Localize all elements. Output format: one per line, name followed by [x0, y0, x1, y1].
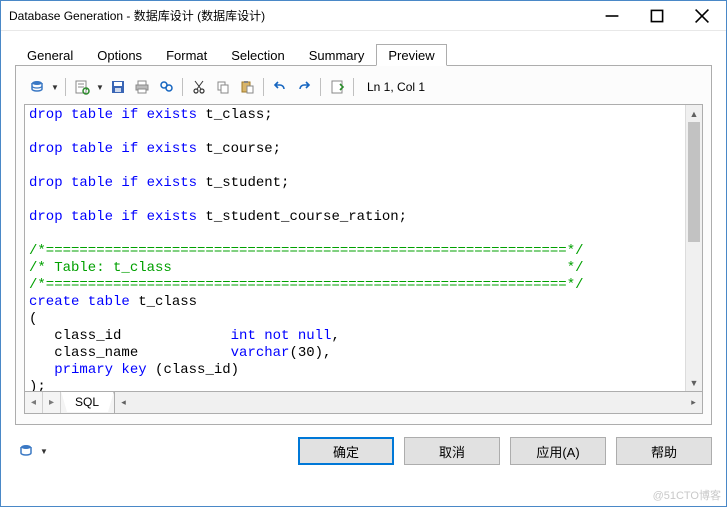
footer-db-dropdown[interactable]: ▼: [39, 447, 49, 456]
sheet-refresh-icon[interactable]: [71, 76, 93, 98]
help-button[interactable]: 帮助: [616, 437, 712, 465]
toolbar: ▼ ▼ Ln 1, Col 1: [24, 74, 703, 104]
bottom-tab-label: SQL: [75, 395, 99, 409]
find-icon[interactable]: [155, 76, 177, 98]
hscroll-right[interactable]: ▸: [685, 392, 702, 413]
editor-scroll: drop table if exists t_class; drop table…: [25, 105, 702, 391]
cursor-position: Ln 1, Col 1: [367, 80, 425, 94]
watermark: @51CTO博客: [653, 487, 721, 503]
redo-icon[interactable]: [293, 76, 315, 98]
scroll-down-button[interactable]: ▼: [686, 374, 702, 391]
toolbar-separator: [65, 78, 66, 96]
undo-icon[interactable]: [269, 76, 291, 98]
db-tools-dropdown[interactable]: ▼: [50, 83, 60, 92]
footer-tool: ▼: [15, 440, 49, 462]
toolbar-separator: [263, 78, 264, 96]
cancel-button[interactable]: 取消: [404, 437, 500, 465]
tab-options[interactable]: Options: [85, 44, 154, 66]
horizontal-scrollbar[interactable]: ◂ ▸: [114, 392, 702, 413]
compile-icon[interactable]: [326, 76, 348, 98]
maximize-button[interactable]: [634, 2, 679, 30]
toolbar-separator: [353, 78, 354, 96]
bottom-tabs: ◂ ▸ SQL ◂ ▸: [25, 391, 702, 413]
scroll-thumb[interactable]: [688, 122, 700, 242]
tabpanel-preview: ▼ ▼ Ln 1, Col 1 drop table if exists t_c…: [15, 66, 712, 425]
tab-summary[interactable]: Summary: [297, 44, 377, 66]
tab-selection[interactable]: Selection: [219, 44, 296, 66]
window-buttons: [589, 2, 724, 30]
copy-icon[interactable]: [212, 76, 234, 98]
hscroll-left[interactable]: ◂: [115, 392, 132, 413]
sheet-refresh-dropdown[interactable]: ▼: [95, 83, 105, 92]
client-area: GeneralOptionsFormatSelectionSummaryPrev…: [1, 31, 726, 477]
print-icon[interactable]: [131, 76, 153, 98]
tab-general[interactable]: General: [15, 44, 85, 66]
toolbar-separator: [320, 78, 321, 96]
footer-db-icon[interactable]: [15, 440, 37, 462]
tab-preview[interactable]: Preview: [376, 44, 446, 66]
window-title: Database Generation - 数据库设计 (数据库设计): [9, 7, 589, 24]
close-button[interactable]: [679, 2, 724, 30]
code-area[interactable]: drop table if exists t_class; drop table…: [25, 105, 685, 391]
vertical-scrollbar[interactable]: ▲ ▼: [685, 105, 702, 391]
footer: ▼ 确定 取消 应用(A) 帮助: [15, 437, 712, 465]
ok-button[interactable]: 确定: [298, 437, 394, 465]
tab-format[interactable]: Format: [154, 44, 219, 66]
cut-icon[interactable]: [188, 76, 210, 98]
bottom-tab-sql[interactable]: SQL: [61, 391, 114, 412]
hscroll-track[interactable]: [132, 392, 685, 413]
minimize-button[interactable]: [589, 2, 634, 30]
tab-scroll-right[interactable]: ▸: [43, 392, 61, 413]
db-tools-icon[interactable]: [26, 76, 48, 98]
titlebar: Database Generation - 数据库设计 (数据库设计): [1, 1, 726, 31]
save-icon[interactable]: [107, 76, 129, 98]
bottom-tab-arrows: ◂ ▸: [25, 392, 61, 413]
apply-button[interactable]: 应用(A): [510, 437, 606, 465]
tabstrip: GeneralOptionsFormatSelectionSummaryPrev…: [15, 43, 712, 66]
toolbar-separator: [182, 78, 183, 96]
paste-icon[interactable]: [236, 76, 258, 98]
scroll-up-button[interactable]: ▲: [686, 105, 702, 122]
sql-editor: drop table if exists t_class; drop table…: [24, 104, 703, 414]
tab-scroll-left[interactable]: ◂: [25, 392, 43, 413]
